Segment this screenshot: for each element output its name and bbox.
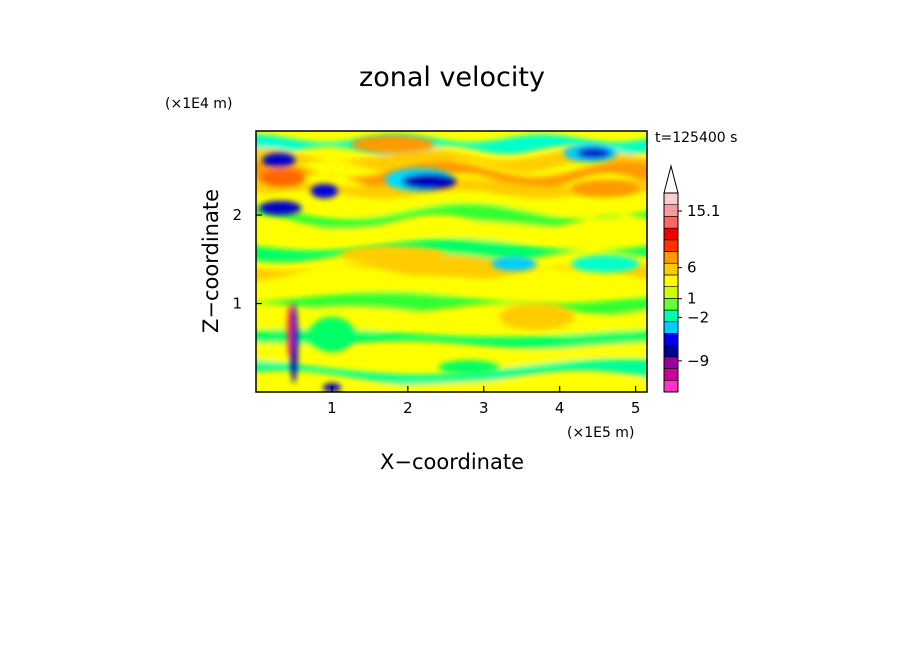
velocity-band [256, 178, 647, 199]
colorbar-swatch [663, 216, 679, 229]
y-axis-label: Z−coordinate [199, 189, 223, 333]
colorbar-swatch [663, 309, 679, 323]
x-tick-label: 3 [479, 399, 489, 417]
velocity-band [256, 202, 647, 231]
x-tick-label: 2 [403, 399, 413, 417]
colorbar-swatch [663, 379, 679, 393]
y-tick-label: 1 [232, 295, 242, 313]
velocity-feature [438, 360, 499, 375]
colorbar-swatch [663, 298, 679, 311]
y-scale-label: (×1E4 m) [165, 96, 232, 112]
x-axis: 1 2 3 4 5 [327, 386, 640, 417]
x-tick-label: 1 [327, 399, 337, 417]
colorbar-swatch [663, 192, 679, 206]
velocity-feature [287, 303, 292, 357]
velocity-feature [259, 169, 306, 187]
velocity-feature [339, 246, 446, 264]
colorbar-label: −2 [687, 308, 709, 326]
colorbar-arrow [663, 164, 679, 194]
velocity-features [259, 135, 640, 392]
colorbar-swatch [663, 204, 679, 217]
velocity-feature [350, 135, 435, 154]
colorbar-label: 15.1 [687, 202, 720, 220]
velocity-band [256, 161, 647, 190]
velocity-feature [401, 173, 457, 190]
colorbar-label: 6 [687, 259, 697, 277]
colorbar-swatch [663, 368, 679, 381]
colorbar-swatch [663, 262, 679, 276]
velocity-band [256, 238, 647, 263]
velocity-band [256, 377, 647, 392]
colorbar-swatch [663, 274, 679, 287]
velocity-band [256, 275, 647, 296]
colorbar-swatch [663, 239, 679, 252]
colorbar-swatch [663, 356, 679, 369]
velocity-feature [498, 303, 575, 331]
time-label: t=125400 s [655, 130, 737, 146]
colorbar-label: 1 [687, 290, 697, 308]
colorbar-swatch [663, 227, 679, 241]
x-scale-label: (×1E5 m) [567, 425, 634, 441]
x-tick-label: 4 [555, 399, 565, 417]
y-tick-label: 2 [232, 206, 242, 224]
velocity-feature [491, 256, 537, 271]
colorbar-label: −9 [687, 352, 709, 370]
velocity-band [256, 254, 647, 283]
colorbar-frame [663, 192, 679, 393]
velocity-band [256, 342, 647, 367]
x-tick-label: 5 [631, 399, 641, 417]
velocity-feature [571, 254, 640, 273]
plot-frame [255, 130, 648, 393]
colorbar-swatch [663, 321, 679, 334]
velocity-feature [259, 200, 302, 216]
velocity-feature [571, 179, 640, 198]
velocity-feature [310, 184, 338, 199]
colorbar: 15.1 6 1−2 −9 [663, 164, 720, 393]
colorbar-swatch [663, 344, 679, 358]
velocity-feature [309, 316, 355, 353]
x-axis-label: X−coordinate [380, 450, 524, 474]
velocity-feature [262, 153, 296, 168]
colorbar-swatch [663, 333, 679, 346]
y-axis: 12 [232, 206, 262, 313]
colorbar-swatch [663, 286, 679, 299]
plot-area [256, 131, 647, 392]
velocity-feature [577, 147, 611, 159]
velocity-feature [290, 303, 298, 384]
velocity-band [256, 134, 647, 155]
chart-title: zonal velocity [359, 62, 545, 93]
colorbar-swatch [663, 251, 679, 264]
velocity-band [256, 358, 647, 387]
velocity-band [256, 148, 647, 173]
velocity-band [256, 221, 647, 241]
